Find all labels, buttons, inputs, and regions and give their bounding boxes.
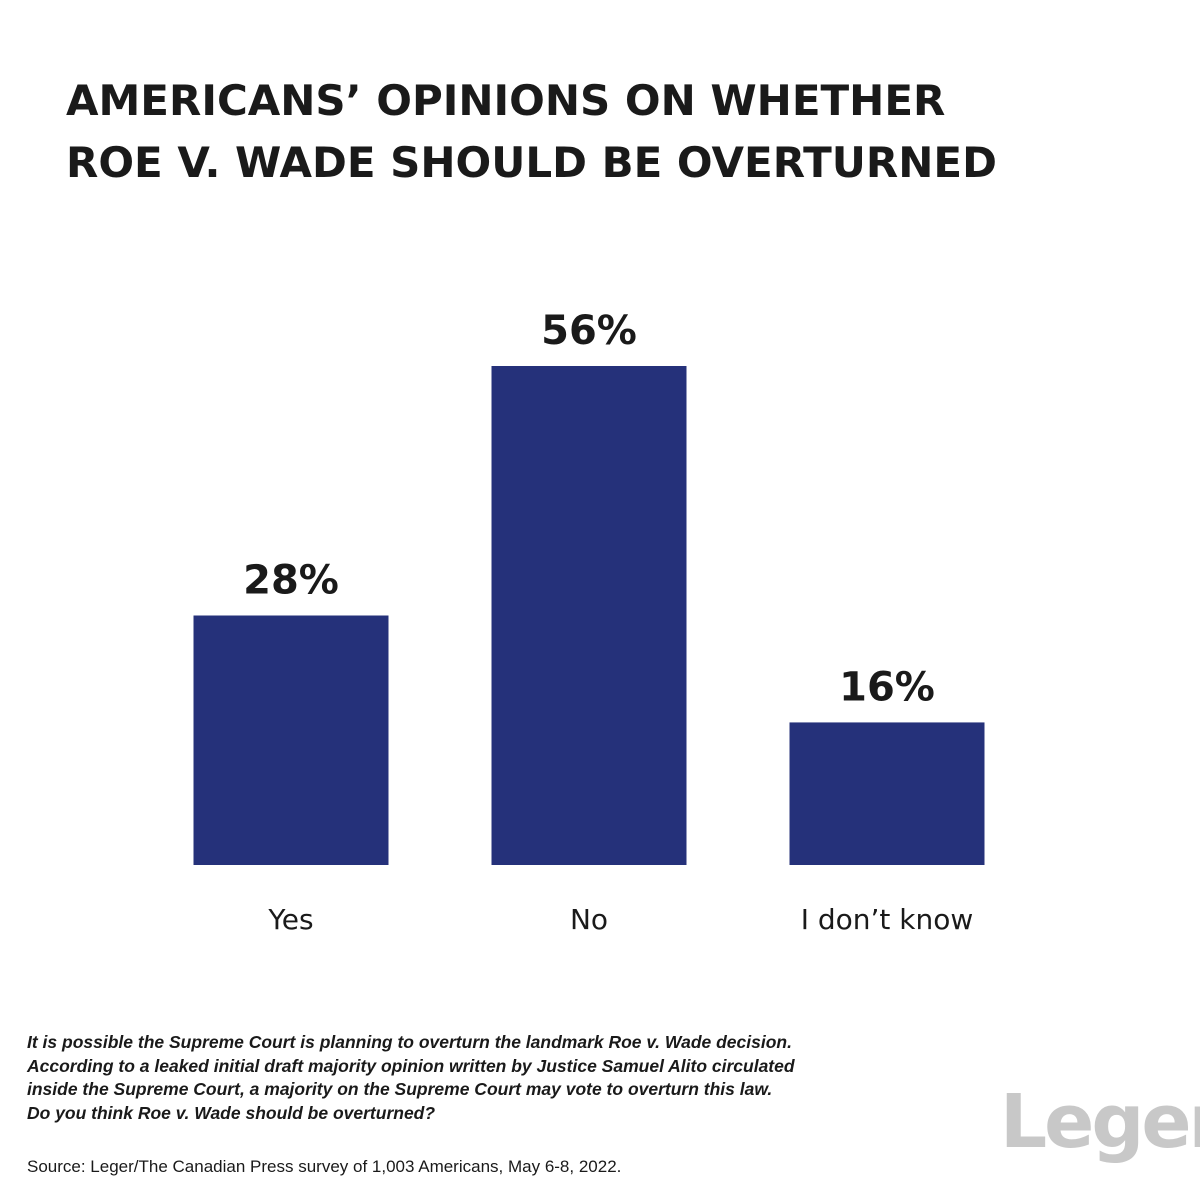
- survey-question-line-1: It is possible the Supreme Court is plan…: [27, 1032, 792, 1052]
- chart-title-line-1: AMERICANS’ OPINIONS ON WHETHER: [66, 76, 946, 125]
- bar-0: [193, 615, 389, 865]
- bar-chart: 28% Yes 56% No 16% I don’t know: [193, 308, 985, 936]
- bar-1: [491, 366, 687, 865]
- survey-question-line-4: Do you think Roe v. Wade should be overt…: [27, 1102, 436, 1123]
- leger-logo: Leger: [1000, 1079, 1200, 1165]
- data-label-2: 16%: [839, 664, 935, 710]
- category-label-2: I don’t know: [801, 903, 974, 936]
- bar-2: [789, 722, 985, 865]
- data-label-0: 28%: [243, 558, 339, 604]
- chart-title-line-2: ROE V. WADE SHOULD BE OVERTURNED: [66, 138, 997, 187]
- survey-question-line-2: According to a leaked initial draft majo…: [27, 1055, 795, 1076]
- chart-title: AMERICANS’ OPINIONS ON WHETHER ROE V. WA…: [66, 70, 1066, 194]
- survey-question-line-3: inside the Supreme Court, a majority on …: [27, 1079, 773, 1099]
- survey-question: It is possible the Supreme Court is plan…: [27, 1031, 927, 1125]
- data-label-1: 56%: [541, 308, 637, 354]
- category-label-0: Yes: [267, 903, 313, 936]
- source-note: Source: Leger/The Canadian Press survey …: [27, 1157, 622, 1176]
- category-label-1: No: [570, 903, 608, 936]
